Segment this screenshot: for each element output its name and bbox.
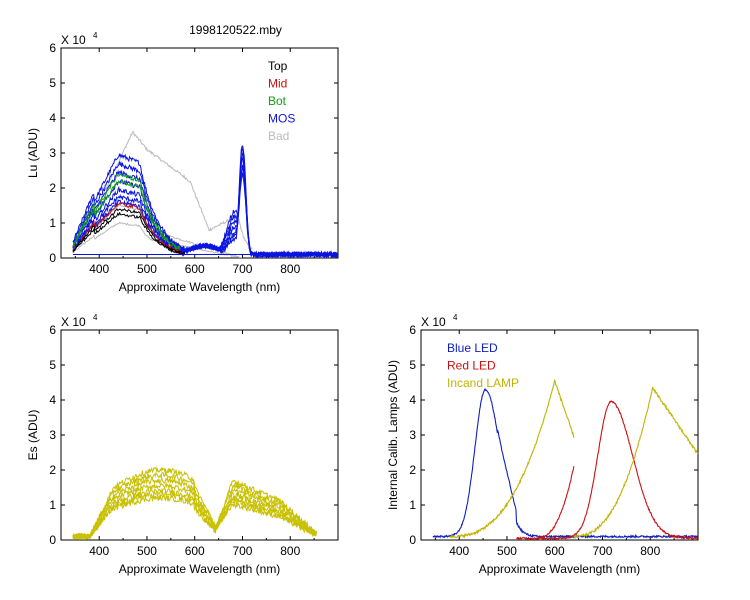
y-tick-label: 2	[409, 463, 416, 477]
series-es-line	[72, 487, 317, 540]
x-tick-label: 700	[232, 262, 252, 276]
x-tick-label: 500	[137, 544, 157, 558]
legend-item-blue-led: Blue LED	[447, 341, 498, 355]
series-mos-line	[72, 152, 338, 258]
chart-1: 0 1 2 3 4 5 6 400 500 600 700 800 Approximate Wavele…	[26, 23, 339, 294]
y-tick-label: 1	[409, 498, 416, 512]
legend-item-mos: MOS	[268, 112, 295, 126]
series-mid-line	[72, 202, 184, 257]
axis-multiplier-exponent: 4	[93, 31, 98, 40]
series-group	[432, 379, 698, 540]
x-tick-label: 400	[449, 544, 469, 558]
series-es-line	[72, 471, 317, 540]
chart-2: 0 1 2 3 4 5 6 400 500 600 700 800 Approximate Wavele…	[26, 313, 339, 576]
y-tick-label: 0	[49, 533, 56, 547]
y-tick-label: 5	[49, 76, 56, 90]
x-tick-label: 800	[280, 544, 300, 558]
x-tick-label: 800	[640, 544, 660, 558]
y-tick-label: 0	[409, 533, 416, 547]
y-tick-label: 4	[49, 393, 56, 407]
series-es-line	[72, 494, 317, 540]
series-bot-line	[72, 173, 181, 250]
x-tick-label: 600	[185, 262, 205, 276]
y-tick-label: 5	[49, 358, 56, 372]
legend-item-bot: Bot	[268, 94, 287, 108]
y-tick-label: 2	[49, 181, 56, 195]
legend-item-mid: Mid	[268, 77, 287, 91]
legend-item-top: Top	[268, 59, 288, 73]
series-incand-line	[573, 386, 698, 540]
axis-multiplier: X 10	[61, 315, 86, 329]
x-tick-label: 600	[545, 544, 565, 558]
series-incand-line	[449, 379, 575, 539]
y-tick-label: 2	[49, 463, 56, 477]
axis-multiplier-exponent: 4	[453, 313, 458, 322]
x-tick-label: 800	[280, 262, 300, 276]
series-group	[72, 466, 317, 540]
chart-3: 0 1 2 3 4 5 6 400 500 600 700 800 Approximate Wavele…	[386, 313, 699, 576]
legend-item-incand-lamp: Incand LAMP	[447, 376, 519, 390]
x-tick-label: 500	[497, 544, 517, 558]
legend-item-bad: Bad	[268, 129, 289, 143]
y-tick-label: 4	[49, 111, 56, 125]
axis-multiplier: X 10	[61, 33, 86, 47]
series-mos-line	[72, 145, 338, 258]
chart-title: 1998120522.mby	[189, 23, 282, 37]
x-tick-label: 500	[137, 262, 157, 276]
axis-multiplier: X 10	[421, 315, 446, 329]
x-axis-label: Approximate Wavelength (nm)	[119, 562, 281, 576]
series-mos-line	[72, 157, 338, 258]
y-axis-label: Lu (ADU)	[26, 128, 40, 178]
y-axis-label: Internal Calib. Lamps (ADU)	[386, 360, 400, 510]
x-tick-label: 700	[592, 544, 612, 558]
series-blue-led-line	[432, 387, 698, 540]
y-tick-label: 6	[409, 323, 416, 337]
y-tick-label: 6	[49, 41, 56, 55]
y-tick-label: 3	[409, 428, 416, 442]
y-axis-label: Es (ADU)	[26, 410, 40, 461]
x-tick-label: 400	[89, 262, 109, 276]
series-red-led-line	[516, 400, 698, 540]
axis-multiplier-exponent: 4	[93, 313, 98, 322]
y-tick-label: 0	[49, 251, 56, 265]
x-tick-label: 700	[232, 544, 252, 558]
y-tick-label: 3	[49, 146, 56, 160]
legend-item-red-led: Red LED	[447, 359, 496, 373]
x-tick-label: 600	[185, 544, 205, 558]
y-tick-label: 1	[49, 498, 56, 512]
series-es-line	[72, 476, 317, 540]
y-tick-label: 6	[49, 323, 56, 337]
series-bot-line	[72, 179, 181, 251]
y-tick-label: 3	[49, 428, 56, 442]
y-tick-label: 5	[409, 358, 416, 372]
y-tick-label: 4	[409, 393, 416, 407]
x-axis-label: Approximate Wavelength (nm)	[479, 562, 641, 576]
series-group	[72, 130, 338, 258]
series-red-led-line	[535, 466, 575, 540]
series-top-line	[72, 211, 186, 257]
x-axis-label: Approximate Wavelength (nm)	[119, 280, 281, 294]
series-mos-line	[72, 164, 338, 258]
x-tick-label: 400	[89, 544, 109, 558]
y-tick-label: 1	[49, 216, 56, 230]
